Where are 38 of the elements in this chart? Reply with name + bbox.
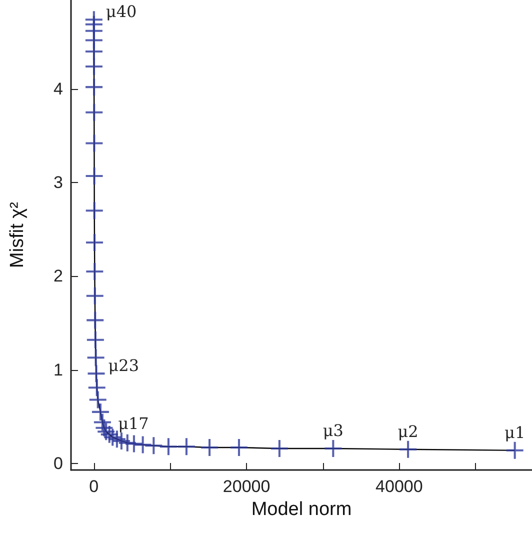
point <box>86 287 104 304</box>
point <box>270 440 288 457</box>
point <box>160 438 177 456</box>
y-tick-label: 0 <box>54 454 63 473</box>
point <box>85 11 102 28</box>
point <box>86 263 104 280</box>
point <box>86 134 103 152</box>
point <box>86 234 104 251</box>
y-tick-label: 3 <box>54 173 63 192</box>
point <box>87 349 104 366</box>
annotation: μ40 <box>106 2 137 22</box>
point <box>88 365 105 382</box>
point <box>86 202 103 220</box>
x-axis-title: Model norm <box>251 499 352 520</box>
y-tick-label: 2 <box>54 266 63 286</box>
y-axis-title: Misfit χ² <box>7 202 28 268</box>
point <box>86 104 103 121</box>
annotation: μ17 <box>118 414 149 434</box>
point <box>400 440 417 458</box>
x-tick-label: 20000 <box>222 477 270 496</box>
point <box>230 439 248 456</box>
annotation: μ3 <box>322 420 344 440</box>
point <box>324 440 342 457</box>
annotation: μ1 <box>504 422 526 442</box>
y-tick-label: 1 <box>54 360 63 380</box>
point <box>201 439 218 456</box>
point <box>86 331 104 348</box>
point <box>178 438 195 456</box>
point <box>86 78 103 96</box>
point <box>86 312 104 329</box>
point <box>506 442 524 459</box>
annotation: μ2 <box>398 422 418 441</box>
x-tick-label: 40000 <box>376 477 423 496</box>
x-tick-label: 0 <box>89 477 99 496</box>
point <box>92 403 109 420</box>
point <box>86 168 103 185</box>
annotation: μ23 <box>108 356 140 376</box>
y-tick-label: 4 <box>54 79 63 98</box>
